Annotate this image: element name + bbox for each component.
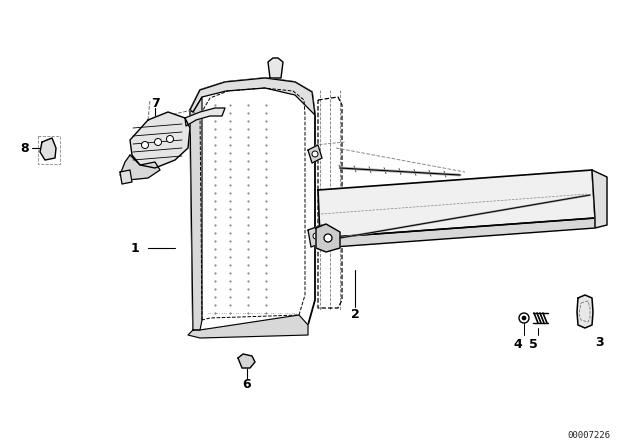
Circle shape: [324, 234, 332, 242]
Polygon shape: [190, 97, 202, 330]
Polygon shape: [268, 58, 283, 78]
Polygon shape: [318, 170, 595, 238]
Polygon shape: [308, 225, 325, 247]
Text: 7: 7: [150, 96, 159, 109]
Circle shape: [141, 142, 148, 148]
Text: 3: 3: [596, 336, 604, 349]
Polygon shape: [190, 78, 315, 115]
Polygon shape: [238, 354, 255, 368]
Text: 6: 6: [243, 379, 252, 392]
Circle shape: [166, 135, 173, 142]
Polygon shape: [320, 218, 595, 248]
Polygon shape: [120, 170, 132, 184]
Circle shape: [154, 138, 161, 146]
Polygon shape: [120, 155, 160, 180]
Circle shape: [519, 313, 529, 323]
Text: 1: 1: [131, 241, 140, 254]
Text: 8: 8: [20, 142, 29, 155]
Polygon shape: [308, 145, 322, 163]
Circle shape: [312, 151, 318, 157]
Polygon shape: [316, 224, 340, 252]
Polygon shape: [185, 108, 225, 126]
Text: 00007226: 00007226: [567, 431, 610, 439]
Text: 5: 5: [529, 339, 538, 352]
Polygon shape: [592, 170, 607, 228]
Circle shape: [522, 316, 526, 320]
Polygon shape: [130, 112, 190, 168]
Polygon shape: [40, 138, 56, 160]
Polygon shape: [190, 78, 315, 330]
Text: 2: 2: [351, 309, 360, 322]
Text: 4: 4: [514, 339, 522, 352]
Polygon shape: [188, 315, 308, 338]
Polygon shape: [577, 295, 593, 328]
Circle shape: [313, 233, 319, 239]
